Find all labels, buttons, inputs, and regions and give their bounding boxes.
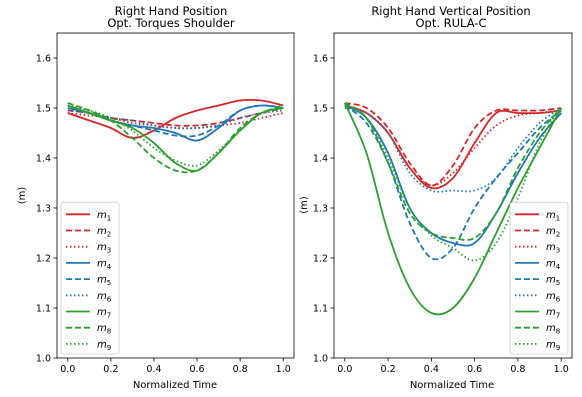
series-group [67,98,284,174]
chart-subtitle-left: Opt. Torques Shoulder [107,16,235,30]
y-tick-label: 1.5 [313,104,328,115]
x-tick-label: 1.0 [554,364,569,375]
y-tick-label: 1.1 [313,304,328,315]
y-tick-label: 1.6 [313,54,328,65]
x-tick-label: 0.4 [146,364,161,375]
y-tick-label: 1.2 [36,254,51,265]
series-line-m9 [344,104,562,262]
series-line-m8 [67,102,284,174]
x-tick-label: 0.8 [233,364,248,375]
y-axis-label-left: (m) [17,187,28,205]
x-tick-label: 0.4 [424,364,439,375]
x-tick-label: 0.6 [189,364,204,375]
series-group [343,102,562,316]
y-tick-label: 1.5 [36,104,51,115]
x-tick-label: 0.0 [337,364,352,375]
series-line-m8 [344,102,562,241]
x-axis-label-right: Normalized Time [410,380,494,391]
series-line-m1 [67,98,284,139]
y-tick-label: 1.1 [36,304,51,315]
legend-box [509,201,569,355]
series-line-m3 [344,104,562,187]
x-axis-label-left: Normalized Time [133,380,217,391]
y-axis-label-right: (m) [299,196,310,214]
x-tick-label: 0.2 [381,364,396,375]
chart-panel-right: Right Hand Vertical Position Opt. RULA-C… [299,4,573,391]
x-tick-label: 0.6 [467,364,482,375]
series-line-m5 [344,104,562,261]
y-tick-label: 1.0 [36,354,51,365]
chart-title-right: Right Hand Vertical Position [371,4,530,18]
x-tick-label: 0.8 [510,364,525,375]
x-tick-label: 1.0 [276,364,291,375]
y-tick-label: 1.2 [313,254,328,265]
plot-frame [333,32,573,359]
legend-box [60,201,120,355]
x-tick-label: 0.0 [60,364,75,375]
y-tick-label: 1.4 [36,154,51,165]
y-tick-label: 1.0 [313,354,328,365]
chart-panel-left: Right Hand Position Opt. Torques Shoulde… [17,4,295,391]
y-tick-label: 1.3 [313,204,328,215]
y-tick-label: 1.4 [313,154,328,165]
series-line-m7 [343,102,562,316]
series-line-m4 [344,104,562,247]
chart-title-left: Right Hand Position [115,4,228,18]
series-line-m2 [344,102,562,187]
series-line-m1 [344,104,562,190]
x-tick-label: 0.2 [103,364,118,375]
series-line-m9 [67,104,284,167]
y-tick-label: 1.6 [36,54,51,65]
chart-subtitle-right: Opt. RULA-C [415,16,486,30]
y-tick-label: 1.3 [36,204,51,215]
plot-frame [56,32,295,359]
